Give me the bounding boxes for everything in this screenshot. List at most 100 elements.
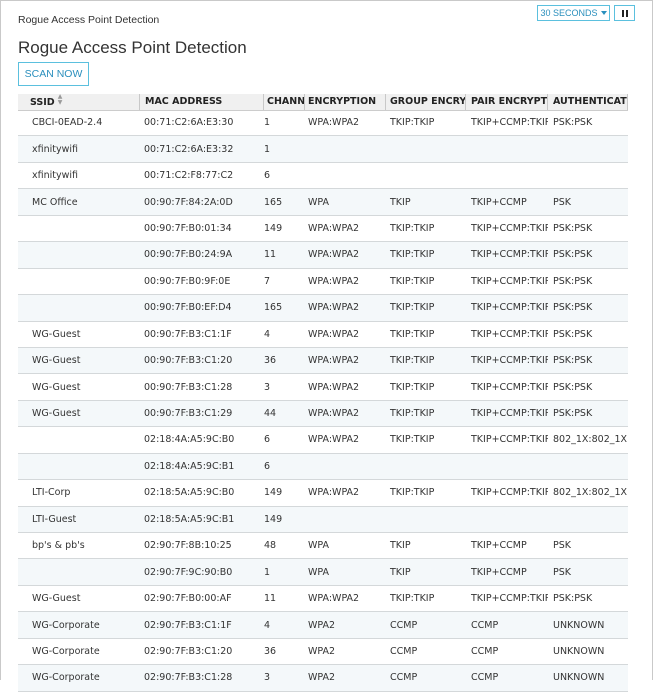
table-row[interactable]: 02:18:4A:A5:9C:B0 6 WPA:WPA2 TKIP:TKIP TKIP+… bbox=[18, 427, 628, 454]
column-header-ssid[interactable]: SSID▲ ▼ bbox=[18, 94, 140, 110]
cell-group-encryption: TKIP bbox=[390, 540, 411, 552]
cell-channel: 1 bbox=[264, 143, 271, 155]
cell-ssid: CBCI-0EAD-2.4 bbox=[32, 117, 103, 129]
cell-channel: 6 bbox=[264, 434, 271, 446]
cell-pair-encryption: TKIP+CCMP:TKIP bbox=[471, 408, 548, 420]
cell-encryption: WPA2 bbox=[308, 672, 336, 684]
table-row[interactable]: WG-Guest 00:90:7F:B3:C1:29 44 WPA:WPA2 TKIP:… bbox=[18, 400, 628, 428]
cell-ssid: WG-Corporate bbox=[32, 645, 100, 657]
rogue-ap-table-body: CBCI-0EAD-2.4 00:71:C2:6A:E3:30 1 WPA:WPA2 T… bbox=[18, 110, 628, 692]
table-row[interactable]: LTI-Corp 02:18:5A:A5:9C:B0 149 WPA:WPA2 TKIP… bbox=[18, 480, 628, 507]
cell-authentication: 802_1X:802_1X bbox=[553, 487, 628, 499]
cell-encryption: WPA:WPA2 bbox=[308, 328, 360, 340]
cell-pair-encryption: TKIP+CCMP:TKIP bbox=[471, 593, 548, 605]
cell-channel: 165 bbox=[264, 302, 283, 314]
cell-encryption: WPA bbox=[308, 540, 330, 552]
table-row[interactable]: WG-Guest 00:90:7F:B3:C1:1F 4 WPA:WPA2 TKIP:T… bbox=[18, 322, 628, 348]
column-header-label: MAC ADDRESS bbox=[145, 96, 223, 107]
cell-authentication: UNKNOWN bbox=[553, 619, 605, 631]
cell-encryption: WPA:WPA2 bbox=[308, 408, 360, 420]
table-row[interactable]: WG-Guest 02:90:7F:B0:00:AF 11 WPA:WPA2 TKIP:… bbox=[18, 586, 628, 613]
cell-group-encryption: CCMP bbox=[390, 619, 418, 631]
cell-encryption: WPA:WPA2 bbox=[308, 434, 360, 446]
cell-group-encryption: TKIP bbox=[390, 566, 411, 578]
cell-ssid: WG-Guest bbox=[32, 328, 81, 340]
table-row[interactable]: xfinitywifi 00:71:C2:F8:77:C2 6 bbox=[18, 163, 628, 190]
cell-mac-address: 00:90:7F:B0:24:9A bbox=[144, 249, 233, 261]
table-row[interactable]: 02:18:4A:A5:9C:B1 6 bbox=[18, 453, 628, 481]
cell-channel: 6 bbox=[264, 460, 271, 472]
column-header-channel[interactable]: CHANN bbox=[264, 94, 305, 110]
pause-button[interactable] bbox=[614, 5, 635, 21]
cell-group-encryption: TKIP:TKIP bbox=[390, 593, 435, 605]
table-row[interactable]: 00:90:7F:B0:01:34 149 WPA:WPA2 TKIP:TKIP TKI… bbox=[18, 216, 628, 243]
cell-authentication: PSK:PSK bbox=[553, 117, 593, 129]
cell-mac-address: 00:71:C2:6A:E3:32 bbox=[144, 143, 234, 155]
cell-ssid: WG-Guest bbox=[32, 355, 81, 367]
table-header: SSID▲ ▼ MAC ADDRESS CHANN ENCRYPTION GROUP EN… bbox=[18, 94, 628, 111]
cell-authentication: PSK:PSK bbox=[553, 355, 593, 367]
table-row[interactable]: MC Office 00:90:7F:84:2A:0D 165 WPA TKIP TKIP… bbox=[18, 189, 628, 216]
table-row[interactable]: xfinitywifi 00:71:C2:6A:E3:32 1 bbox=[18, 136, 628, 163]
cell-authentication: PSK:PSK bbox=[553, 222, 593, 234]
refresh-interval-dropdown[interactable]: 30 SECONDS bbox=[537, 5, 610, 21]
cell-mac-address: 02:90:7F:8B:10:25 bbox=[144, 540, 232, 552]
cell-pair-encryption: CCMP bbox=[471, 672, 499, 684]
cell-encryption: WPA:WPA2 bbox=[308, 355, 360, 367]
table-row[interactable]: 00:90:7F:B0:9F:0E 7 WPA:WPA2 TKIP:TKIP TKIP+… bbox=[18, 269, 628, 296]
cell-mac-address: 00:90:7F:84:2A:0D bbox=[144, 196, 233, 208]
cell-ssid: bp's & pb's bbox=[32, 540, 85, 552]
scan-now-button[interactable]: SCAN NOW bbox=[18, 62, 89, 86]
column-header-mac-address[interactable]: MAC ADDRESS bbox=[140, 94, 264, 110]
cell-mac-address: 02:90:7F:B3:C1:1F bbox=[144, 619, 232, 631]
cell-pair-encryption: CCMP bbox=[471, 619, 499, 631]
cell-pair-encryption: TKIP+CCMP:TKIP bbox=[471, 222, 548, 234]
table-row[interactable]: WG-Guest 00:90:7F:B3:C1:20 36 WPA:WPA2 TKIP:… bbox=[18, 347, 628, 375]
cell-authentication: PSK bbox=[553, 540, 571, 552]
cell-channel: 48 bbox=[264, 540, 277, 552]
cell-pair-encryption: TKIP+CCMP:TKIP bbox=[471, 328, 548, 340]
column-header-encryption[interactable]: ENCRYPTION bbox=[305, 94, 386, 110]
cell-pair-encryption: TKIP+CCMP:TKIP bbox=[471, 355, 548, 367]
cell-channel: 149 bbox=[264, 513, 283, 525]
pause-icon bbox=[621, 9, 624, 17]
column-header-label: SSID bbox=[30, 97, 55, 108]
caret-down-icon bbox=[600, 11, 607, 15]
column-header-label: GROUP ENCRYI bbox=[390, 96, 466, 107]
cell-mac-address: 00:90:7F:B0:01:34 bbox=[144, 222, 232, 234]
column-header-pair-encryption[interactable]: PAIR ENCRYPT bbox=[466, 94, 548, 110]
column-header-authentication[interactable]: AUTHENTICAT bbox=[548, 94, 628, 110]
cell-ssid: WG-Corporate bbox=[32, 619, 100, 631]
pause-icon bbox=[625, 9, 628, 17]
cell-channel: 4 bbox=[264, 619, 271, 631]
cell-group-encryption: TKIP:TKIP bbox=[390, 408, 435, 420]
cell-mac-address: 02:90:7F:9C:90:B0 bbox=[144, 566, 233, 578]
column-header-group-encryption[interactable]: GROUP ENCRYI bbox=[386, 94, 466, 110]
cell-authentication: PSK:PSK bbox=[553, 275, 593, 287]
table-row[interactable]: bp's & pb's 02:90:7F:8B:10:25 48 WPA TKIP TKI… bbox=[18, 533, 628, 560]
cell-authentication: PSK:PSK bbox=[553, 381, 593, 393]
cell-authentication: PSK:PSK bbox=[553, 302, 593, 314]
table-row[interactable]: 00:90:7F:B0:EF:D4 165 WPA:WPA2 TKIP:TKIP TKI… bbox=[18, 295, 628, 322]
table-row[interactable]: WG-Guest 00:90:7F:B3:C1:28 3 WPA:WPA2 TKIP:T… bbox=[18, 374, 628, 401]
table-row[interactable]: CBCI-0EAD-2.4 00:71:C2:6A:E3:30 1 WPA:WPA2 T… bbox=[18, 110, 628, 137]
cell-ssid: WG-Corporate bbox=[32, 672, 100, 684]
cell-group-encryption: TKIP:TKIP bbox=[390, 487, 435, 499]
cell-channel: 11 bbox=[264, 593, 277, 605]
cell-mac-address: 00:90:7F:B3:C1:29 bbox=[144, 408, 233, 420]
cell-channel: 4 bbox=[264, 328, 271, 340]
cell-pair-encryption: TKIP+CCMP bbox=[471, 540, 527, 552]
cell-ssid: MC Office bbox=[32, 196, 78, 208]
table-row[interactable]: WG-Corporate 02:90:7F:B3:C1:20 36 WPA2 CCMP C… bbox=[18, 639, 628, 666]
table-row[interactable]: LTI-Guest 02:18:5A:A5:9C:B1 149 bbox=[18, 506, 628, 533]
cell-mac-address: 00:90:7F:B3:C1:28 bbox=[144, 381, 233, 393]
table-row[interactable]: WG-Corporate 02:90:7F:B3:C1:28 3 WPA2 CCMP CC… bbox=[18, 665, 628, 692]
sort-icon[interactable]: ▲ ▼ bbox=[57, 94, 63, 106]
cell-mac-address: 00:90:7F:B3:C1:1F bbox=[144, 328, 232, 340]
table-row[interactable]: 00:90:7F:B0:24:9A 11 WPA:WPA2 TKIP:TKIP TKIP… bbox=[18, 242, 628, 269]
cell-mac-address: 02:90:7F:B3:C1:20 bbox=[144, 645, 233, 657]
table-row[interactable]: WG-Corporate 02:90:7F:B3:C1:1F 4 WPA2 CCMP CC… bbox=[18, 612, 628, 639]
table-row[interactable]: 02:90:7F:9C:90:B0 1 WPA TKIP TKIP+CCMP PSK bbox=[18, 559, 628, 586]
cell-encryption: WPA:WPA2 bbox=[308, 249, 360, 261]
cell-authentication: UNKNOWN bbox=[553, 645, 605, 657]
